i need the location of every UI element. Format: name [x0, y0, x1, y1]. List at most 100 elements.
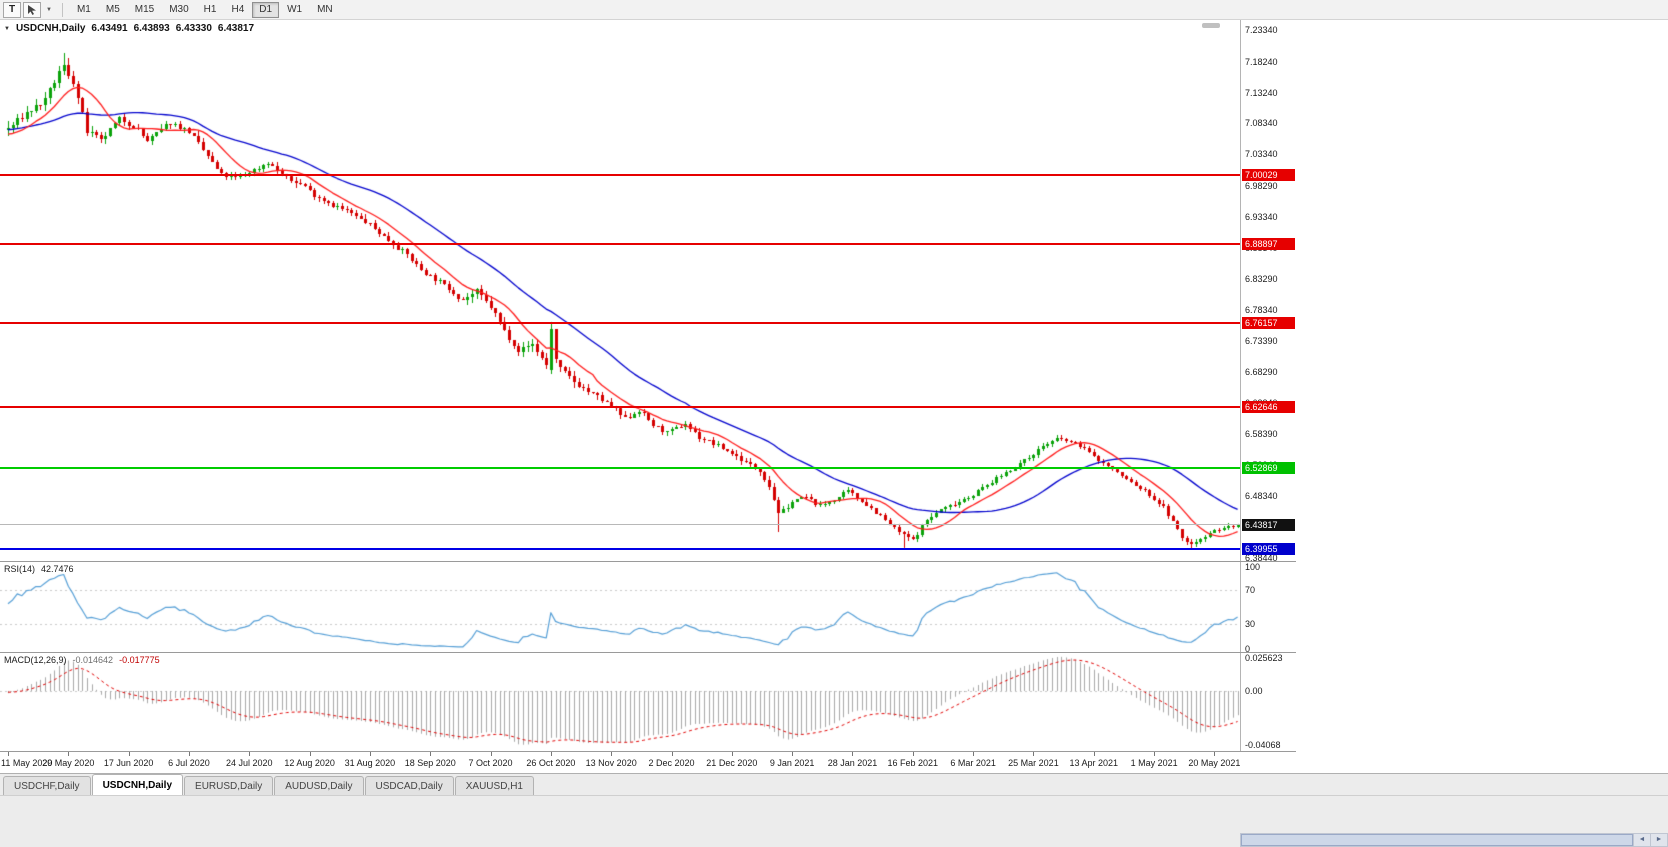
timeframe-mn[interactable]: MN: [310, 2, 340, 18]
rsi-panel: RSI(14) 42.7476 100 70 30 0: [0, 561, 1296, 652]
macd-label: MACD(12,26,9) -0.014642 -0.017775: [4, 655, 160, 665]
chart-toolbar: T ▼ M1 M5 M15 M30 H1 H4 D1 W1 MN: [0, 0, 1668, 20]
timeframe-m30[interactable]: M30: [162, 2, 195, 18]
price-scale-label: 6.38440: [1245, 552, 1278, 561]
collapse-triangle-icon: ▼: [4, 25, 10, 32]
price-scale-label: 6.78340: [1245, 304, 1278, 315]
time-tick: [491, 752, 492, 756]
price-badge-7-00029: 7.00029: [1242, 168, 1295, 181]
tab-usdchf-daily[interactable]: USDCHF,Daily: [3, 776, 91, 795]
rsi-scale[interactable]: 100 70 30 0: [1240, 562, 1296, 652]
scroll-right-button[interactable]: ►: [1650, 834, 1667, 846]
time-tick: [792, 752, 793, 756]
time-scale-label: 13 Apr 2021: [1069, 758, 1119, 768]
time-scale-label: 29 May 2020: [42, 758, 95, 768]
time-tick: [852, 752, 853, 756]
time-tick: [1033, 752, 1034, 756]
time-tick: [913, 752, 914, 756]
time-scale-label: 12 Aug 2020: [284, 758, 335, 768]
tool-button-t[interactable]: T: [3, 1, 21, 18]
price-scale-label: 7.23340: [1245, 25, 1278, 35]
time-scale-label: 1 May 2021: [1130, 758, 1178, 768]
time-tick: [370, 752, 371, 756]
chart-tab-bar: USDCHF,Daily USDCNH,Daily EURUSD,Daily AUDU…: [0, 773, 1668, 795]
macd-canvas[interactable]: [0, 653, 1240, 751]
horizontal-scrollbar[interactable]: ◄ ►: [1240, 833, 1668, 847]
timeframe-d1[interactable]: D1: [252, 1, 280, 18]
macd-scale-label: 0.00: [1245, 686, 1263, 696]
price-badge-6-62646: 6.62646: [1242, 401, 1295, 414]
timeframe-m1[interactable]: M1: [70, 2, 98, 18]
rsi-name: RSI(14): [4, 564, 36, 574]
price-scale-label: 6.98290: [1245, 180, 1278, 191]
rsi-canvas[interactable]: [0, 562, 1240, 652]
time-scale-label: 31 Aug 2020: [344, 758, 396, 768]
tab-usdcnh-daily[interactable]: USDCNH,Daily: [91, 774, 184, 795]
time-tick: [672, 752, 673, 756]
timeframe-m5[interactable]: M5: [99, 2, 127, 18]
time-scale-label: 2 Dec 2020: [648, 758, 695, 768]
scroll-left-button[interactable]: ◄: [1633, 834, 1650, 846]
time-tick: [189, 752, 190, 756]
macd-scale[interactable]: 0.025623 0.00 -0.04068: [1240, 653, 1296, 751]
price-badge-6-88897: 6.88897: [1242, 238, 1295, 251]
price-badge-6-39955: 6.39955: [1242, 542, 1295, 555]
price-scale-label: 6.83290: [1245, 274, 1278, 285]
price-chart-canvas[interactable]: [0, 20, 1240, 561]
time-tick: [310, 752, 311, 756]
timeframe-m15[interactable]: M15: [128, 2, 161, 18]
tab-audusd-daily[interactable]: AUDUSD,Daily: [274, 776, 364, 795]
macd-name: MACD(12,26,9): [4, 655, 67, 665]
dropdown-caret-icon[interactable]: ▼: [46, 6, 52, 13]
time-tick: [1214, 752, 1215, 756]
time-tick: [732, 752, 733, 756]
time-tick: [129, 752, 130, 756]
time-scale-label: 24 Jul 2020: [225, 758, 273, 768]
tab-usdcad-daily[interactable]: USDCAD,Daily: [364, 776, 454, 795]
macd-scale-label: -0.04068: [1245, 740, 1281, 750]
timeframe-h1[interactable]: H1: [197, 2, 224, 18]
time-scale-label: 21 Dec 2020: [706, 758, 758, 768]
price-scale-label: 7.13240: [1245, 87, 1278, 98]
price-scale-label: 6.68290: [1245, 367, 1278, 378]
price-scale-label: 7.18240: [1245, 56, 1278, 67]
time-scale-label: 26 Oct 2020: [526, 758, 576, 768]
price-scale-label: 7.08340: [1245, 118, 1278, 129]
ohlc-close: 6.43817: [217, 23, 255, 34]
scrollbar-thumb[interactable]: [1241, 834, 1633, 846]
time-scale-label: 28 Jan 2021: [827, 758, 878, 768]
timeframe-h4[interactable]: H4: [224, 2, 251, 18]
ohlc-high: 6.43893: [133, 23, 170, 34]
rsi-scale-label: 100: [1245, 562, 1261, 572]
price-scale-label: 6.58390: [1245, 428, 1278, 439]
macd-scale-label: 0.025623: [1245, 653, 1283, 663]
price-scale-label: 7.03340: [1245, 149, 1278, 160]
price-scale[interactable]: 7.23340 7.18240 7.13240 7.08340 7.03340 6.982…: [1240, 20, 1296, 561]
time-scale-label: 7 Oct 2020: [468, 758, 513, 768]
price-badge-6-76157: 6.76157: [1242, 317, 1295, 330]
time-scale[interactable]: 11 May 2020 29 May 2020 17 Jun 2020 6 Jul 2…: [0, 751, 1296, 773]
time-tick: [1154, 752, 1155, 756]
tab-xauusd-h1[interactable]: XAUUSD,H1: [454, 776, 534, 795]
rsi-value: 42.7476: [41, 564, 74, 574]
time-tick: [68, 752, 69, 756]
time-scale-label: 25 Mar 2021: [1008, 758, 1059, 768]
price-scale-label: 6.73390: [1245, 335, 1278, 346]
cursor-icon: [28, 4, 36, 15]
cursor-tool-button[interactable]: [23, 1, 41, 18]
time-tick: [551, 752, 552, 756]
macd-main-value: -0.014642: [72, 655, 114, 665]
ohlc-low: 6.43330: [175, 23, 212, 34]
macd-signal-value: -0.017775: [119, 655, 160, 665]
ohlc-open: 6.43491: [91, 23, 128, 34]
timeframe-w1[interactable]: W1: [280, 2, 309, 18]
time-tick: [1094, 752, 1095, 756]
time-scale-label: 6 Mar 2021: [950, 758, 996, 768]
symbol-period-label: USDCNH,Daily: [15, 23, 86, 34]
rsi-scale-label: 30: [1245, 618, 1256, 629]
price-badge-6-52869: 6.52869: [1242, 462, 1295, 475]
time-scale-label: 13 Nov 2020: [585, 758, 637, 768]
tab-eurusd-daily[interactable]: EURUSD,Daily: [184, 776, 274, 795]
time-tick: [8, 752, 9, 756]
